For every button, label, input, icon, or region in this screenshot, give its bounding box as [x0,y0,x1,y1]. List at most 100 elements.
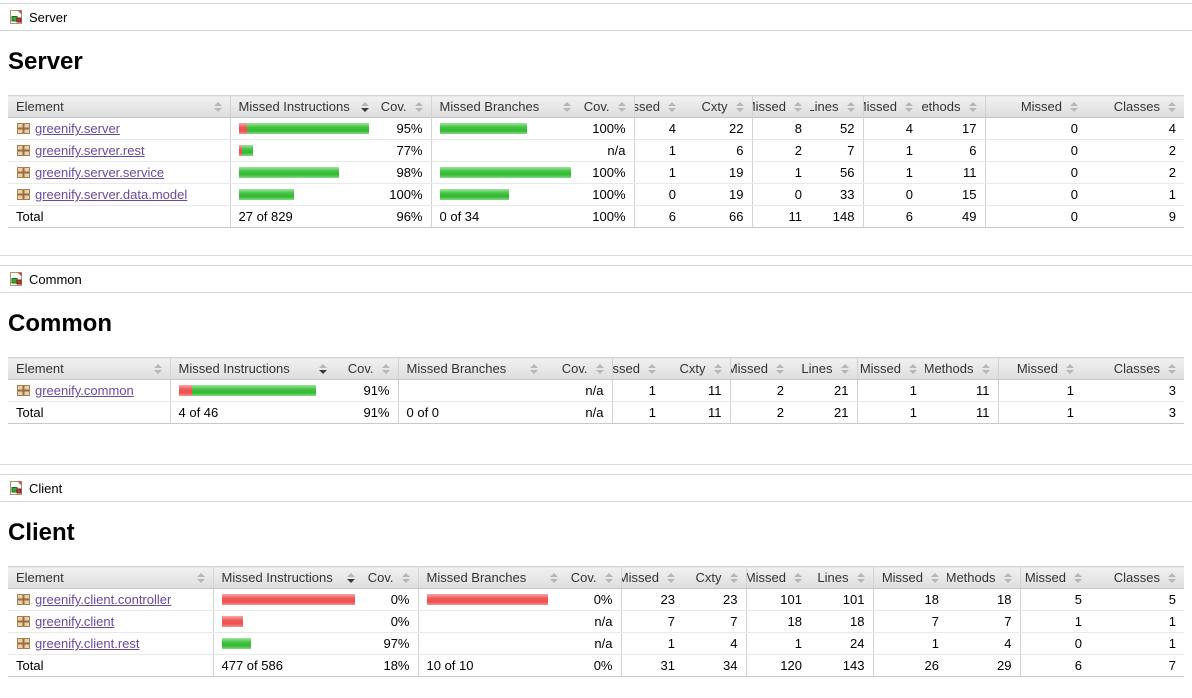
column-header-missed-cxty[interactable]: Missed [620,566,683,589]
column-header-missed-methods[interactable]: Missed [872,566,947,589]
missed-methods-value: 0 [862,183,921,206]
package-link[interactable]: greenify.client.rest [35,636,140,651]
column-header-instruction-coverage[interactable]: Cov. [335,357,398,380]
column-header-missed-instructions[interactable]: Missed Instructions [212,566,363,589]
column-header-classes[interactable]: Classes [1090,566,1184,589]
column-header-cxty[interactable]: Cxty [684,95,752,118]
package-link[interactable]: greenify.server.service [35,165,165,180]
column-header-instruction-coverage[interactable]: Cov. [363,566,418,589]
covered-bar [439,189,509,200]
methods-value: 15 [921,183,985,206]
column-header-missed-instructions[interactable]: Missed Instructions [229,95,377,118]
instructions-bar-cell [212,632,363,655]
column-header-missed-classes[interactable]: Missed [1019,566,1090,589]
total-instruction-coverage: 96% [377,205,431,228]
package-link[interactable]: greenify.common [35,383,134,398]
column-header-element[interactable]: Element [8,566,213,589]
column-label: Cov. [561,361,588,376]
missed-lines-value: 1 [751,161,810,184]
column-header-methods[interactable]: Methods [925,357,998,380]
column-header-lines[interactable]: Lines [810,566,873,589]
column-label: Cxty [701,99,728,114]
column-header-lines[interactable]: Lines [792,357,857,380]
column-label: Methods [925,361,974,376]
sort-icon-active [347,572,355,583]
total-methods: 11 [925,401,998,424]
total-instructions: 477 of 586 [212,654,363,677]
column-header-missed-methods[interactable]: Missed [856,357,925,380]
package-icon [16,636,31,651]
column-header-methods[interactable]: Methods [921,95,985,118]
methods-value: 6 [921,139,985,162]
sort-icon-active [361,101,369,112]
column-header-branch-coverage[interactable]: Cov. [579,95,634,118]
sort-icon [968,101,977,112]
total-classes: 3 [1082,401,1184,424]
column-header-missed-branches[interactable]: Missed Branches [397,357,546,380]
element-cell: greenify.server.service [8,161,230,184]
package-link[interactable]: greenify.server.rest [35,143,145,158]
element-cell: greenify.client.rest [8,632,213,655]
package-icon [16,143,31,158]
package-link[interactable]: greenify.client.controller [35,592,172,607]
package-icon [16,383,31,398]
total-instruction-coverage: 91% [335,401,398,424]
column-header-missed-branches[interactable]: Missed Branches [430,95,579,118]
column-label: Cov. [583,99,610,114]
cxty-value: 22 [684,117,752,140]
column-header-missed-lines[interactable]: Missed [751,95,810,118]
column-header-missed-lines[interactable]: Missed [729,357,792,380]
instruction-coverage-value: 0% [363,588,418,611]
missed-lines-value: 0 [751,183,810,206]
missed-bar [221,594,355,605]
column-label: Missed [1020,99,1062,114]
column-header-missed-classes[interactable]: Missed [997,357,1082,380]
package-row: greenify.client.rest 97% n/a 1 4 1 24 1 4 0 1 [8,632,1184,655]
covered-bar [247,123,369,134]
lines-value: 21 [792,379,857,402]
column-header-lines[interactable]: Lines [810,95,863,118]
package-link[interactable]: greenify.server [35,121,121,136]
total-cxty: 66 [684,205,752,228]
package-icon [16,187,31,202]
column-header-missed-cxty[interactable]: Missed [611,357,664,380]
column-header-methods[interactable]: Methods [947,566,1020,589]
package-link[interactable]: greenify.server.data.model [35,187,188,202]
covered-bar [238,167,339,178]
column-header-missed-cxty[interactable]: Missed [633,95,684,118]
total-branch-coverage: 100% [579,205,634,228]
column-header-element[interactable]: Element [8,357,170,380]
column-header-branch-coverage[interactable]: Cov. [546,357,612,380]
column-header-instruction-coverage[interactable]: Cov. [377,95,431,118]
sort-icon [530,363,538,374]
package-icon [16,121,31,136]
branches-bar-cell [417,610,566,633]
total-missed-classes: 6 [1019,654,1090,677]
column-header-element[interactable]: Element [8,95,230,118]
total-label: Total [8,401,170,424]
column-header-cxty[interactable]: Cxty [683,566,746,589]
column-header-missed-methods[interactable]: Missed [862,95,921,118]
column-header-missed-lines[interactable]: Missed [745,566,810,589]
column-header-missed-instructions[interactable]: Missed Instructions [169,357,335,380]
report-section-common: Common Common Element Missed Instructions Co… [0,265,1192,424]
total-lines: 143 [810,654,873,677]
sort-icon [846,101,855,112]
column-header-missed-classes[interactable]: Missed [984,95,1086,118]
sort-icon [1168,101,1176,112]
classes-value: 1 [1090,610,1184,633]
column-header-classes[interactable]: Classes [1086,95,1184,118]
total-classes: 7 [1090,654,1184,677]
column-label: Methods [921,99,961,114]
covered-bar [241,145,253,156]
missed-lines-value: 1 [745,632,810,655]
column-header-branch-coverage[interactable]: Cov. [566,566,621,589]
total-branches: 0 of 0 [397,401,546,424]
page-title: Server [8,48,83,75]
column-header-classes[interactable]: Classes [1082,357,1184,380]
branch-coverage-value: 100% [579,183,634,206]
total-methods: 49 [921,205,985,228]
column-header-cxty[interactable]: Cxty [664,357,730,380]
column-header-missed-branches[interactable]: Missed Branches [417,566,566,589]
package-link[interactable]: greenify.client [35,614,115,629]
